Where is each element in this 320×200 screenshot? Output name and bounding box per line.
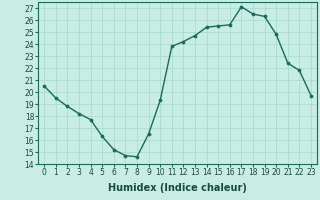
X-axis label: Humidex (Indice chaleur): Humidex (Indice chaleur) <box>108 183 247 193</box>
